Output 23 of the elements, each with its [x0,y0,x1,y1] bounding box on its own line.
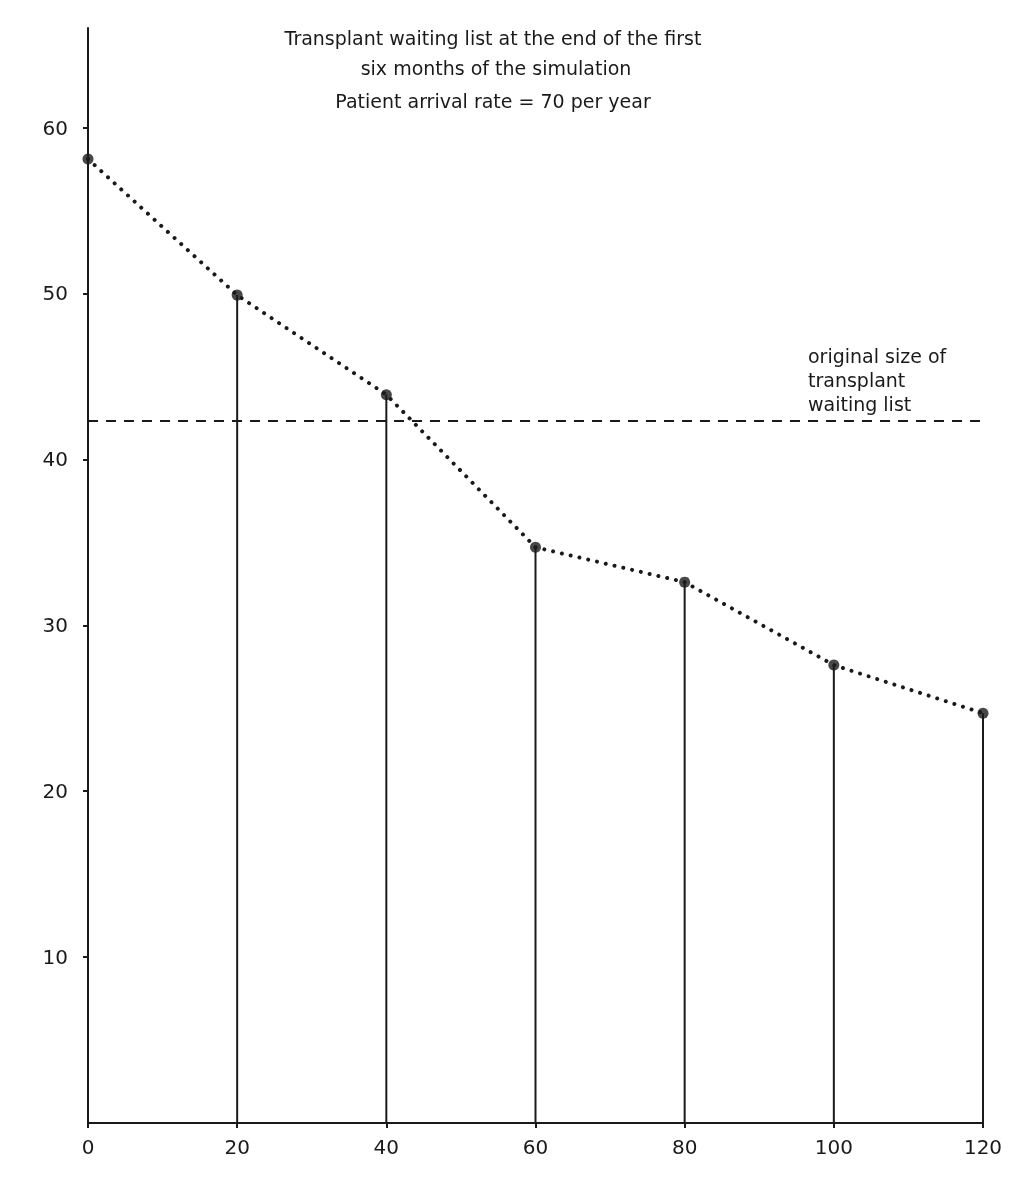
ref-line-label: original size of transplant waiting list [808,345,953,416]
point [380,389,392,401]
y-tick-label: 40 [42,447,68,472]
y-tick-label: 10 [42,945,68,970]
text: Transplant waiting list at the end of the first six months of the simulation [283,27,702,79]
y-tick-label: 30 [42,613,68,638]
x-tick-label: 20 [224,1135,250,1159]
point [977,707,989,719]
point [231,289,243,301]
point [828,659,840,671]
x-tick-label: 40 [373,1135,400,1159]
point [530,541,541,553]
x-tick-label: 120 [963,1135,1003,1159]
y-tick-label: 20 [42,779,68,804]
text: Patient arrival rate = 70 per year [335,89,651,112]
point [679,576,691,588]
x-tick-label: 60 [522,1135,549,1159]
y-tick-label: 50 [42,281,68,306]
point [82,153,94,165]
y-tick-label: 60 [42,115,68,140]
x-tick-label: 0 [81,1135,95,1159]
x-tick-label: 80 [671,1135,698,1159]
x-tick-label: 100 [814,1135,853,1159]
